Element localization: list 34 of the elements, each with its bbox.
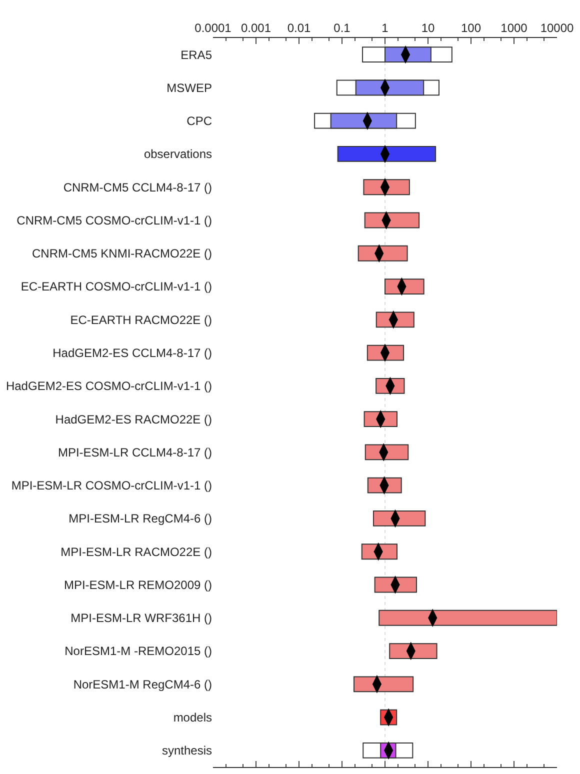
y-tick-label: MPI-ESM-LR RACMO22E ()	[60, 544, 212, 559]
bar	[378, 610, 557, 626]
x-tick-label: 0.01	[287, 21, 311, 36]
x-tick-label: 10000	[540, 21, 574, 36]
y-tick-label: MPI-ESM-LR RegCM4-6 ()	[68, 512, 212, 526]
y-tick-label: CNRM-CM5 KNMI-RACMO22E ()	[32, 246, 212, 261]
x-tick-label: 0.001	[240, 21, 272, 36]
y-tick-label: synthesis	[162, 744, 212, 758]
y-tick-label: CNRM-CM5 COSMO-crCLIM-v1-1 ()	[16, 213, 212, 228]
y-tick-label: HadGEM2-ES COSMO-crCLIM-v1-1 ()	[6, 379, 212, 394]
x-tick-label: 1000	[500, 21, 528, 36]
x-tick-label: 10	[421, 21, 435, 36]
x-tick-label: 1	[382, 21, 389, 36]
y-tick-label: HadGEM2-ES CCLM4-8-17 ()	[52, 346, 212, 360]
y-tick-label: EC-EARTH COSMO-crCLIM-v1-1 ()	[20, 280, 212, 294]
x-tick-label: 0.1	[334, 21, 351, 36]
y-tick-label: MPI-ESM-LR REMO2009 ()	[64, 578, 212, 592]
y-tick-label: CPC	[186, 114, 212, 128]
y-tick-label: HadGEM2-ES RACMO22E ()	[55, 412, 212, 426]
y-tick-label: EC-EARTH RACMO22E ()	[70, 312, 212, 327]
bar	[337, 146, 436, 162]
x-tick-label: 100	[460, 21, 482, 36]
y-tick-label: models	[173, 710, 212, 724]
x-tick-label: 0.0001	[194, 21, 232, 36]
y-tick-label: MSWEP	[166, 80, 212, 95]
y-tick-label: observations	[144, 147, 212, 162]
y-tick-label: MPI-ESM-LR CCLM4-8-17 ()	[58, 445, 212, 460]
y-tick-label: ERA5	[180, 48, 212, 62]
y-tick-label: MPI-ESM-LR COSMO-crCLIM-v1-1 ()	[11, 478, 212, 493]
y-tick-label: CNRM-CM5 CCLM4-8-17 ()	[63, 180, 212, 194]
y-tick-label: MPI-ESM-LR WRF361H ()	[70, 611, 212, 626]
bar	[353, 676, 414, 692]
y-tick-label: NorESM1-M RegCM4-6 ()	[73, 677, 212, 692]
y-tick-label: NorESM1-M -REMO2015 ()	[64, 644, 212, 658]
